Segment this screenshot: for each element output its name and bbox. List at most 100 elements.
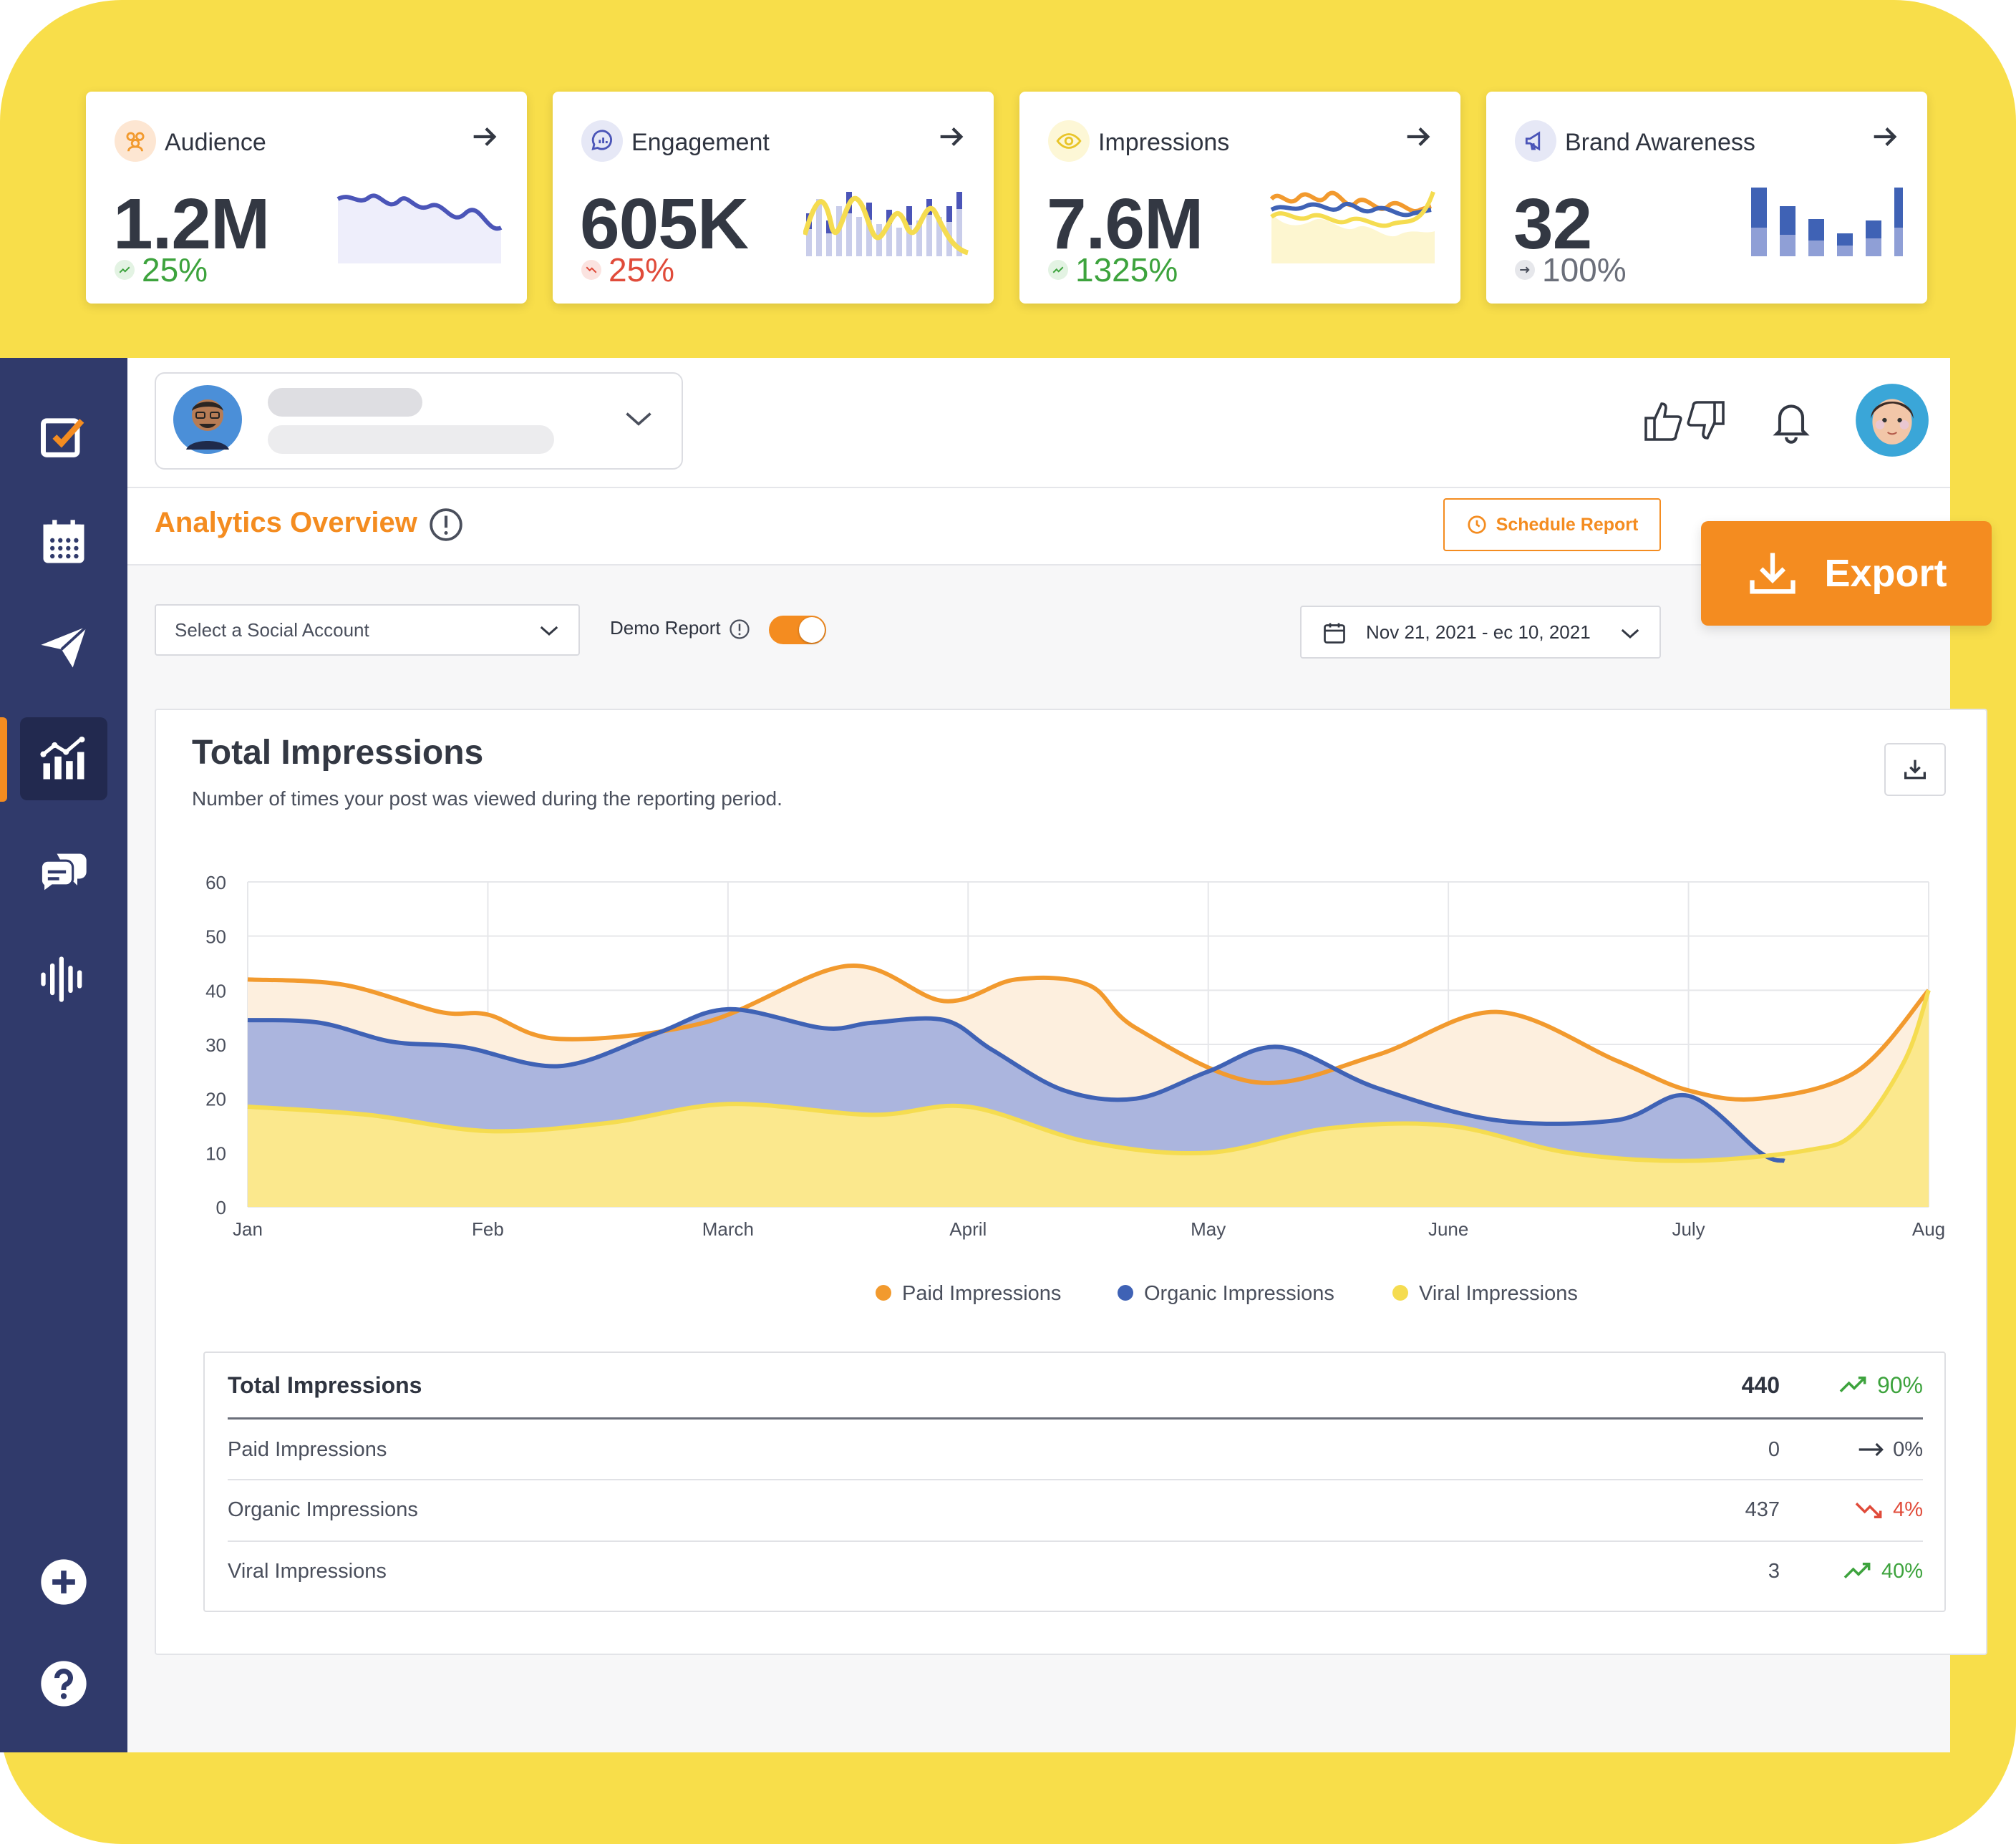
info-icon[interactable]	[729, 618, 750, 640]
add-button[interactable]	[20, 1540, 107, 1624]
kpi-value: 1.2M	[113, 184, 270, 264]
sidebar-item-analytics[interactable]	[20, 717, 107, 800]
kpi-title: Engagement	[631, 129, 770, 156]
viral-impressions-line	[247, 989, 1931, 1163]
sidebar	[0, 358, 127, 1752]
impressions-sparkline	[1270, 190, 1435, 263]
toggle-knob	[799, 617, 825, 643]
card-subtitle: Number of times your post was viewed dur…	[192, 787, 782, 810]
x-tick-label: April	[949, 1218, 987, 1240]
audience-sparkline	[336, 193, 503, 263]
kpi-card-engagement[interactable]: Engagement 605K 25%	[553, 92, 994, 304]
total-impressions-card: 0 10 20 30 40 50 60 Jan Feb March April May June July…	[155, 709, 1987, 1655]
legend-label: Viral Impressions	[1419, 1282, 1578, 1305]
kpi-change: 25%	[581, 251, 674, 289]
profile-avatar[interactable]	[1854, 382, 1930, 458]
brand-awareness-bars	[1751, 188, 1903, 256]
table-header-row: Total Impressions 440 90%	[228, 1372, 1923, 1398]
eye-icon	[1048, 120, 1090, 162]
x-tick-label: Jan	[233, 1218, 263, 1240]
kpi-change: 25%	[115, 251, 208, 289]
download-chart-button[interactable]	[1884, 743, 1946, 796]
kpi-value: 32	[1513, 184, 1592, 264]
y-tick-label: 50	[205, 926, 226, 948]
table-row: Viral Impressions 3 40%	[228, 1559, 1923, 1583]
sidebar-item-publish[interactable]	[20, 606, 107, 689]
paid-impressions-line	[247, 964, 1931, 1102]
legend-marker	[1392, 1285, 1408, 1301]
trend-flat-icon	[1858, 1442, 1884, 1457]
task-checkbox-icon	[41, 418, 84, 457]
organic-impressions-line	[247, 1006, 1785, 1163]
chevron-down-icon	[1621, 629, 1639, 639]
page-title: Analytics Overview	[155, 507, 417, 538]
bell-icon[interactable]	[1771, 398, 1811, 444]
engagement-icon	[581, 120, 623, 162]
trend-down-icon	[1855, 1502, 1882, 1519]
demo-report-toggle[interactable]	[769, 616, 826, 644]
kpi-value: 7.6M	[1047, 184, 1203, 264]
kpi-card-impressions[interactable]: Impressions 7.6M 1325%	[1019, 92, 1460, 304]
kpi-card-brand-awareness[interactable]: Brand Awareness 32 100%	[1486, 92, 1927, 304]
arrow-right-icon[interactable]	[468, 120, 501, 153]
sidebar-item-tasks[interactable]	[20, 395, 107, 478]
y-tick-label: 40	[205, 980, 226, 1001]
megaphone-icon	[1515, 120, 1556, 162]
date-range-picker[interactable]: Nov 21, 2021 - ec 10, 2021	[1300, 606, 1661, 659]
y-tick-label: 20	[205, 1089, 226, 1110]
help-button[interactable]	[20, 1642, 107, 1725]
arrow-right-icon[interactable]	[1402, 120, 1435, 153]
y-tick-label: 60	[205, 872, 226, 893]
trend-up-icon	[1048, 260, 1068, 280]
schedule-report-button[interactable]: Schedule Report	[1443, 498, 1661, 551]
kpi-title: Audience	[165, 129, 266, 156]
export-button[interactable]: Export	[1701, 521, 1992, 626]
trend-flat-icon	[1515, 260, 1535, 280]
plus-circle-icon	[41, 1559, 87, 1605]
legend-marker	[876, 1285, 891, 1301]
demo-report-label: Demo Report	[610, 617, 721, 639]
clock-icon	[1468, 515, 1486, 534]
chevron-down-icon	[540, 626, 558, 636]
y-tick-label: 30	[205, 1034, 226, 1056]
legend-label: Organic Impressions	[1144, 1282, 1334, 1305]
impressions-chart: 0 10 20 30 40 50 60 Jan Feb March April May June July…	[205, 872, 1945, 1305]
arrow-right-icon[interactable]	[1869, 120, 1901, 153]
audience-icon	[115, 120, 156, 162]
x-tick-label: July	[1672, 1218, 1705, 1240]
engagement-sparkline	[803, 192, 969, 256]
x-tick-label: May	[1191, 1218, 1226, 1240]
kpi-change: 100%	[1515, 251, 1627, 289]
thumbs-up-down-icon[interactable]	[1641, 398, 1728, 444]
account-handle-placeholder	[268, 425, 554, 454]
sidebar-item-calendar[interactable]	[20, 501, 107, 584]
calendar-icon	[1324, 623, 1345, 644]
info-icon[interactable]	[428, 507, 464, 543]
kpi-title: Brand Awareness	[1565, 129, 1755, 156]
table-divider	[228, 1479, 1923, 1480]
download-icon	[1750, 553, 1796, 594]
account-switcher[interactable]	[155, 372, 683, 470]
arrow-right-icon[interactable]	[935, 120, 968, 153]
kpi-card-audience[interactable]: Audience 1.2M 25%	[86, 92, 527, 304]
y-tick-label: 0	[216, 1197, 226, 1218]
trend-up-icon	[115, 260, 135, 280]
y-tick-label: 10	[205, 1142, 226, 1164]
viral-impressions-area	[248, 990, 1929, 1207]
kpi-change: 1325%	[1048, 251, 1178, 289]
kpi-value: 605K	[580, 184, 749, 264]
impressions-summary-table: Total Impressions 440 90% Paid Impressio…	[203, 1352, 1946, 1612]
analytics-icon	[40, 736, 85, 780]
sidebar-item-inbox[interactable]	[20, 830, 107, 913]
chevron-down-icon	[626, 412, 651, 426]
table-divider	[228, 1540, 1923, 1542]
download-icon	[1904, 760, 1926, 780]
card-title: Total Impressions	[192, 734, 484, 772]
table-row: Paid Impressions 0 0%	[228, 1437, 1923, 1461]
trend-down-icon	[581, 260, 601, 280]
x-tick-label: Aug	[1912, 1218, 1945, 1240]
social-account-select[interactable]: Select a Social Account	[155, 604, 580, 656]
x-tick-label: March	[702, 1218, 754, 1240]
sidebar-item-listening[interactable]	[20, 938, 107, 1021]
x-tick-label: Feb	[472, 1218, 504, 1240]
